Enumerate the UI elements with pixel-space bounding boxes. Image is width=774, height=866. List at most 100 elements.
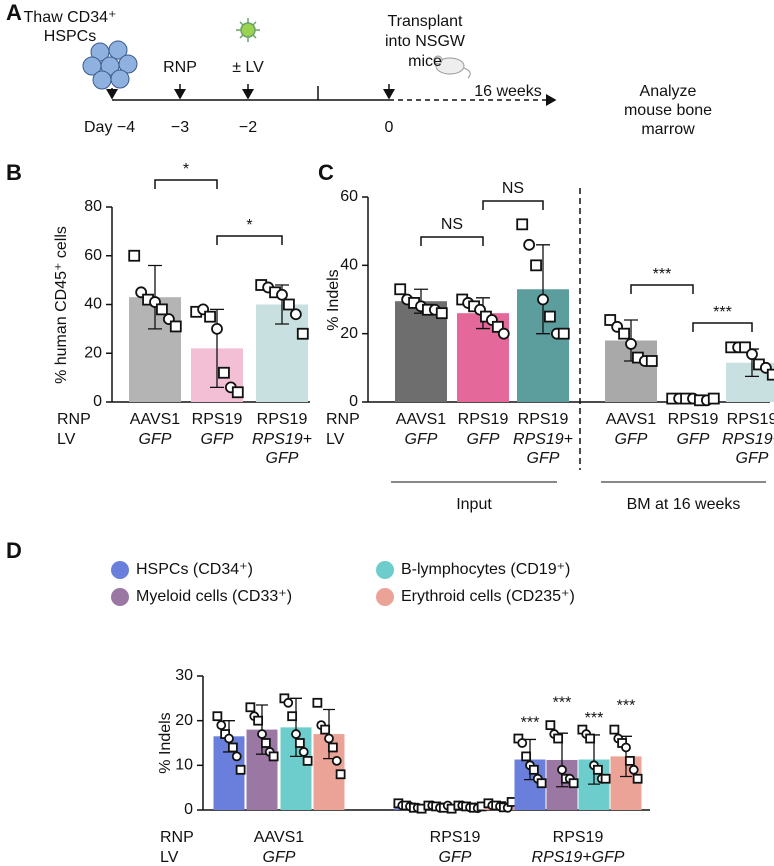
data-point <box>435 307 448 320</box>
significance-bracket <box>154 179 218 189</box>
data-point <box>156 303 168 316</box>
day-label: 0 <box>385 119 394 136</box>
data-point <box>521 751 532 762</box>
duration-label: 16 weeks <box>474 83 542 100</box>
data-point <box>245 702 256 713</box>
data-point <box>231 751 242 762</box>
data-point <box>491 320 504 333</box>
y-axis-label: % Indels <box>325 269 342 330</box>
data-point <box>707 392 720 405</box>
day-label: −3 <box>171 119 189 136</box>
data-point <box>625 338 637 350</box>
y-tick-label: 20 <box>84 344 102 361</box>
data-point <box>568 778 579 789</box>
data-point <box>628 764 639 775</box>
error-bar <box>210 308 224 389</box>
data-point <box>645 355 658 367</box>
data-point <box>621 742 631 753</box>
x-tick-label: RPS19 <box>257 411 308 428</box>
significance-label: *** <box>617 698 636 715</box>
x-tick-sublabel: GFP <box>467 431 500 448</box>
data-point <box>211 322 223 335</box>
y-tick-label: 40 <box>84 296 102 313</box>
y-axis-label: % Indels <box>157 712 174 773</box>
data-point <box>331 755 342 766</box>
panel-label: D <box>6 538 22 563</box>
data-point <box>283 298 295 311</box>
data-point <box>497 327 510 340</box>
data-point <box>320 724 331 735</box>
row-label: RNP <box>57 411 91 428</box>
data-point <box>537 293 549 306</box>
significance-label: * <box>183 161 189 178</box>
row-label: LV <box>57 431 76 448</box>
significance-label: NS <box>441 216 463 233</box>
x-tick-sublabel: GFP <box>615 431 648 448</box>
data-point <box>169 320 182 333</box>
y-tick-label: 10 <box>175 757 193 774</box>
x-tick-label: RPS19 <box>192 411 243 428</box>
step-label: into NSGW <box>385 33 466 50</box>
data-point <box>253 715 264 726</box>
significance-label: *** <box>585 710 604 727</box>
data-point <box>516 218 529 231</box>
data-point <box>257 729 267 739</box>
significance-label: *** <box>653 266 672 283</box>
significance-label: *** <box>553 694 572 711</box>
x-tick-label: AAVS1 <box>254 829 305 846</box>
data-point <box>283 697 294 708</box>
significance-label: * <box>246 217 252 234</box>
x-tick-sublabel: GFP <box>677 431 710 448</box>
data-point <box>327 742 338 753</box>
x-tick-label: AAVS1 <box>396 411 447 428</box>
y-tick-label: 60 <box>340 188 358 205</box>
x-tick-sublabel: GFP <box>266 450 299 467</box>
day-label: Day −4 <box>84 119 135 136</box>
data-point <box>335 769 346 780</box>
y-tick-label: 60 <box>84 247 102 264</box>
data-point <box>506 797 517 807</box>
y-tick-label: 0 <box>93 393 102 410</box>
data-point <box>204 310 216 323</box>
data-point <box>632 773 643 784</box>
day-label: −2 <box>239 119 257 136</box>
data-point <box>227 742 238 753</box>
data-point <box>530 259 542 272</box>
x-tick-sublabel: GFP <box>201 431 234 448</box>
legend-swatch <box>111 588 129 606</box>
y-tick-label: 80 <box>84 198 102 215</box>
step-label: HSPCs <box>44 28 96 45</box>
legend-swatch <box>376 561 394 579</box>
legend-swatch <box>111 561 129 579</box>
legend-label: B-lymphocytes (CD19⁺) <box>401 561 570 578</box>
data-point <box>216 720 227 731</box>
x-tick-sublabel: RPS19+ <box>252 431 312 448</box>
x-tick-label: RPS19 <box>727 411 774 428</box>
x-tick-sublabel: GFP <box>736 450 769 467</box>
legend-label: Erythroid cells (CD235⁺) <box>401 588 575 605</box>
significance-bracket <box>216 235 283 245</box>
data-point <box>289 308 302 321</box>
x-tick-label: RPS19 <box>668 411 719 428</box>
data-point <box>302 755 313 766</box>
data-point <box>312 697 323 708</box>
x-tick-sublabel: GFP <box>405 431 438 448</box>
x-tick-sublabel: RPS19+ <box>513 431 573 448</box>
row-label: RNP <box>326 411 360 428</box>
y-tick-label: 0 <box>349 393 358 410</box>
x-tick-label: AAVS1 <box>606 411 657 428</box>
step-label: Transplant <box>388 13 464 30</box>
data-point <box>746 348 758 361</box>
error-bar <box>536 244 550 335</box>
data-point <box>287 711 298 722</box>
end-label: mouse bone <box>624 102 712 119</box>
row-label: LV <box>160 849 179 866</box>
step-label: Thaw CD34⁺ <box>24 9 117 26</box>
data-point <box>536 778 547 789</box>
x-tick-label: AAVS1 <box>130 411 181 428</box>
x-tick-label: RPS19 <box>553 829 604 846</box>
step-label: RNP <box>163 59 197 76</box>
x-tick-sublabel: RPS19+ <box>722 431 774 448</box>
data-point <box>600 773 611 784</box>
